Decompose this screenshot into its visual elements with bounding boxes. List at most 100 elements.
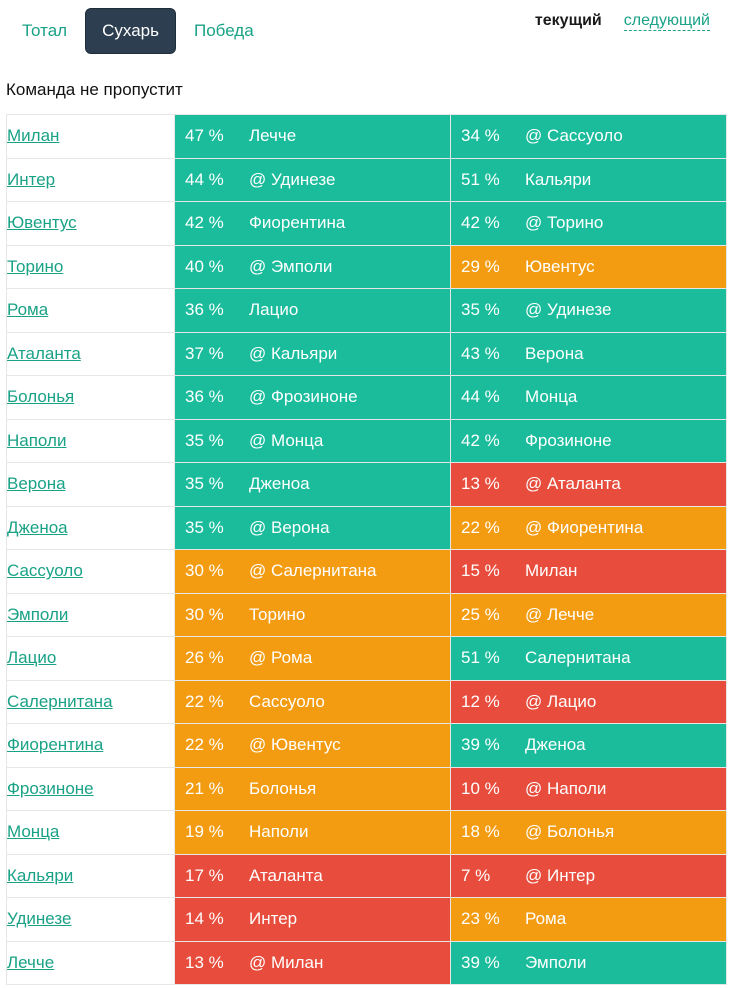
clean-sheet-probability: 35 % [461, 300, 500, 320]
team-link[interactable]: Наполи [7, 430, 67, 450]
current-match-cell: 35 % @ Монца [174, 418, 451, 463]
opponent-name: Милан [525, 561, 578, 581]
team-link[interactable]: Болонья [7, 387, 75, 407]
tab-win[interactable]: Победа [193, 21, 254, 40]
current-match-cell: 30 % Торино [174, 592, 451, 637]
team-link[interactable]: Лацио [7, 648, 57, 668]
team-link[interactable]: Милан [7, 126, 60, 146]
tab-clean-sheet[interactable]: Сухарь [85, 8, 176, 54]
opponent-name: Сассуоло [249, 691, 325, 711]
current-match-cell: 36 % @ Фрозиноне [174, 375, 451, 420]
round-current[interactable]: текущий [534, 12, 602, 29]
table-row: Ювентус 42 % Фиорентина 42 % @ Торино [6, 201, 727, 246]
team-link[interactable]: Кальяри [7, 865, 74, 885]
team-link[interactable]: Удинезе [7, 909, 72, 929]
clean-sheet-probability: 39 % [461, 735, 500, 755]
clean-sheet-probability: 51 % [461, 648, 500, 668]
team-link[interactable]: Фиорентина [7, 735, 104, 755]
clean-sheet-probability: 7 % [461, 865, 491, 885]
team-link[interactable]: Лечче [7, 952, 55, 972]
team-cell: Интер [6, 157, 175, 202]
team-link[interactable]: Торино [7, 256, 64, 276]
team-link[interactable]: Монца [7, 822, 60, 842]
team-link[interactable]: Верона [7, 474, 66, 494]
table-row: Болонья 36 % @ Фрозиноне 44 % Монца [6, 375, 727, 420]
tab-bar: Тотал Сухарь Победа [6, 8, 270, 54]
team-cell: Салернитана [6, 679, 175, 724]
team-cell: Удинезе [6, 897, 175, 942]
team-link[interactable]: Эмполи [7, 604, 69, 624]
current-match-cell: 13 % @ Милан [174, 940, 451, 985]
round-switcher: текущий следующий [535, 12, 710, 31]
next-match-cell: 29 % Ювентус [450, 244, 727, 289]
next-match-cell: 18 % @ Болонья [450, 810, 727, 855]
clean-sheet-probability: 22 % [185, 735, 224, 755]
next-match-cell: 7 % @ Интер [450, 853, 727, 898]
opponent-name: @ Болонья [525, 822, 615, 842]
team-link[interactable]: Рома [7, 300, 49, 320]
opponent-name: @ Аталанта [525, 474, 621, 494]
team-cell: Фиорентина [6, 723, 175, 768]
opponent-name: @ Торино [525, 213, 604, 233]
opponent-name: @ Удинезе [525, 300, 612, 320]
clean-sheet-probability: 25 % [461, 604, 500, 624]
table-row: Удинезе 14 % Интер 23 % Рома [6, 897, 727, 942]
next-match-cell: 51 % Кальяри [450, 157, 727, 202]
opponent-name: Лацио [249, 300, 299, 320]
team-link[interactable]: Фрозиноне [7, 778, 94, 798]
current-match-cell: 19 % Наполи [174, 810, 451, 855]
next-match-cell: 10 % @ Наполи [450, 766, 727, 811]
table-row: Лацио 26 % @ Рома 51 % Салернитана [6, 636, 727, 681]
team-cell: Лацио [6, 636, 175, 681]
clean-sheet-probability: 43 % [461, 343, 500, 363]
current-match-cell: 22 % @ Ювентус [174, 723, 451, 768]
team-cell: Верона [6, 462, 175, 507]
clean-sheet-probability: 34 % [461, 126, 500, 146]
opponent-name: @ Эмполи [249, 256, 333, 276]
opponent-name: Торино [249, 604, 306, 624]
opponent-name: Аталанта [249, 865, 323, 885]
team-link[interactable]: Аталанта [7, 343, 81, 363]
round-next[interactable]: следующий [623, 12, 710, 31]
opponent-name: @ Салернитана [249, 561, 377, 581]
tab-total[interactable]: Тотал [22, 21, 68, 40]
team-link[interactable]: Интер [7, 169, 56, 189]
clean-sheet-probability: 22 % [185, 691, 224, 711]
clean-sheet-probability: 12 % [461, 691, 500, 711]
opponent-name: Монца [525, 387, 578, 407]
next-match-cell: 12 % @ Лацио [450, 679, 727, 724]
table-row: Милан 47 % Лечче 34 % @ Сассуоло [6, 114, 727, 159]
current-match-cell: 35 % @ Верона [174, 505, 451, 550]
team-cell: Наполи [6, 418, 175, 463]
next-match-cell: 42 % Фрозиноне [450, 418, 727, 463]
table-row: Лечче 13 % @ Милан 39 % Эмполи [6, 940, 727, 985]
clean-sheet-probability: 29 % [461, 256, 500, 276]
clean-sheet-probability: 15 % [461, 561, 500, 581]
team-link[interactable]: Салернитана [7, 691, 113, 711]
current-match-cell: 14 % Интер [174, 897, 451, 942]
current-match-cell: 22 % Сассуоло [174, 679, 451, 724]
team-link[interactable]: Дженоа [7, 517, 68, 537]
team-link[interactable]: Сассуоло [7, 561, 83, 581]
clean-sheet-table: Милан 47 % Лечче 34 % @ Сассуоло Интер 44 % @ У… [6, 114, 727, 985]
opponent-name: @ Кальяри [249, 343, 338, 363]
opponent-name: Лечче [249, 126, 297, 146]
team-cell: Ювентус [6, 201, 175, 246]
next-match-cell: 22 % @ Фиорентина [450, 505, 727, 550]
current-match-cell: 47 % Лечче [174, 114, 451, 159]
clean-sheet-probability: 42 % [461, 213, 500, 233]
opponent-name: Рома [525, 909, 567, 929]
team-link[interactable]: Ювентус [7, 213, 77, 233]
opponent-name: @ Лацио [525, 691, 597, 711]
opponent-name: Дженоа [249, 474, 310, 494]
clean-sheet-probability: 47 % [185, 126, 224, 146]
table-row: Фиорентина 22 % @ Ювентус 39 % Дженоа [6, 723, 727, 768]
clean-sheet-probability: 13 % [185, 952, 224, 972]
opponent-name: @ Верона [249, 517, 330, 537]
table-row: Эмполи 30 % Торино 25 % @ Лечче [6, 592, 727, 637]
clean-sheet-probability: 35 % [185, 474, 224, 494]
clean-sheet-probability: 26 % [185, 648, 224, 668]
current-match-cell: 37 % @ Кальяри [174, 331, 451, 376]
current-match-cell: 36 % Лацио [174, 288, 451, 333]
next-match-cell: 25 % @ Лечче [450, 592, 727, 637]
